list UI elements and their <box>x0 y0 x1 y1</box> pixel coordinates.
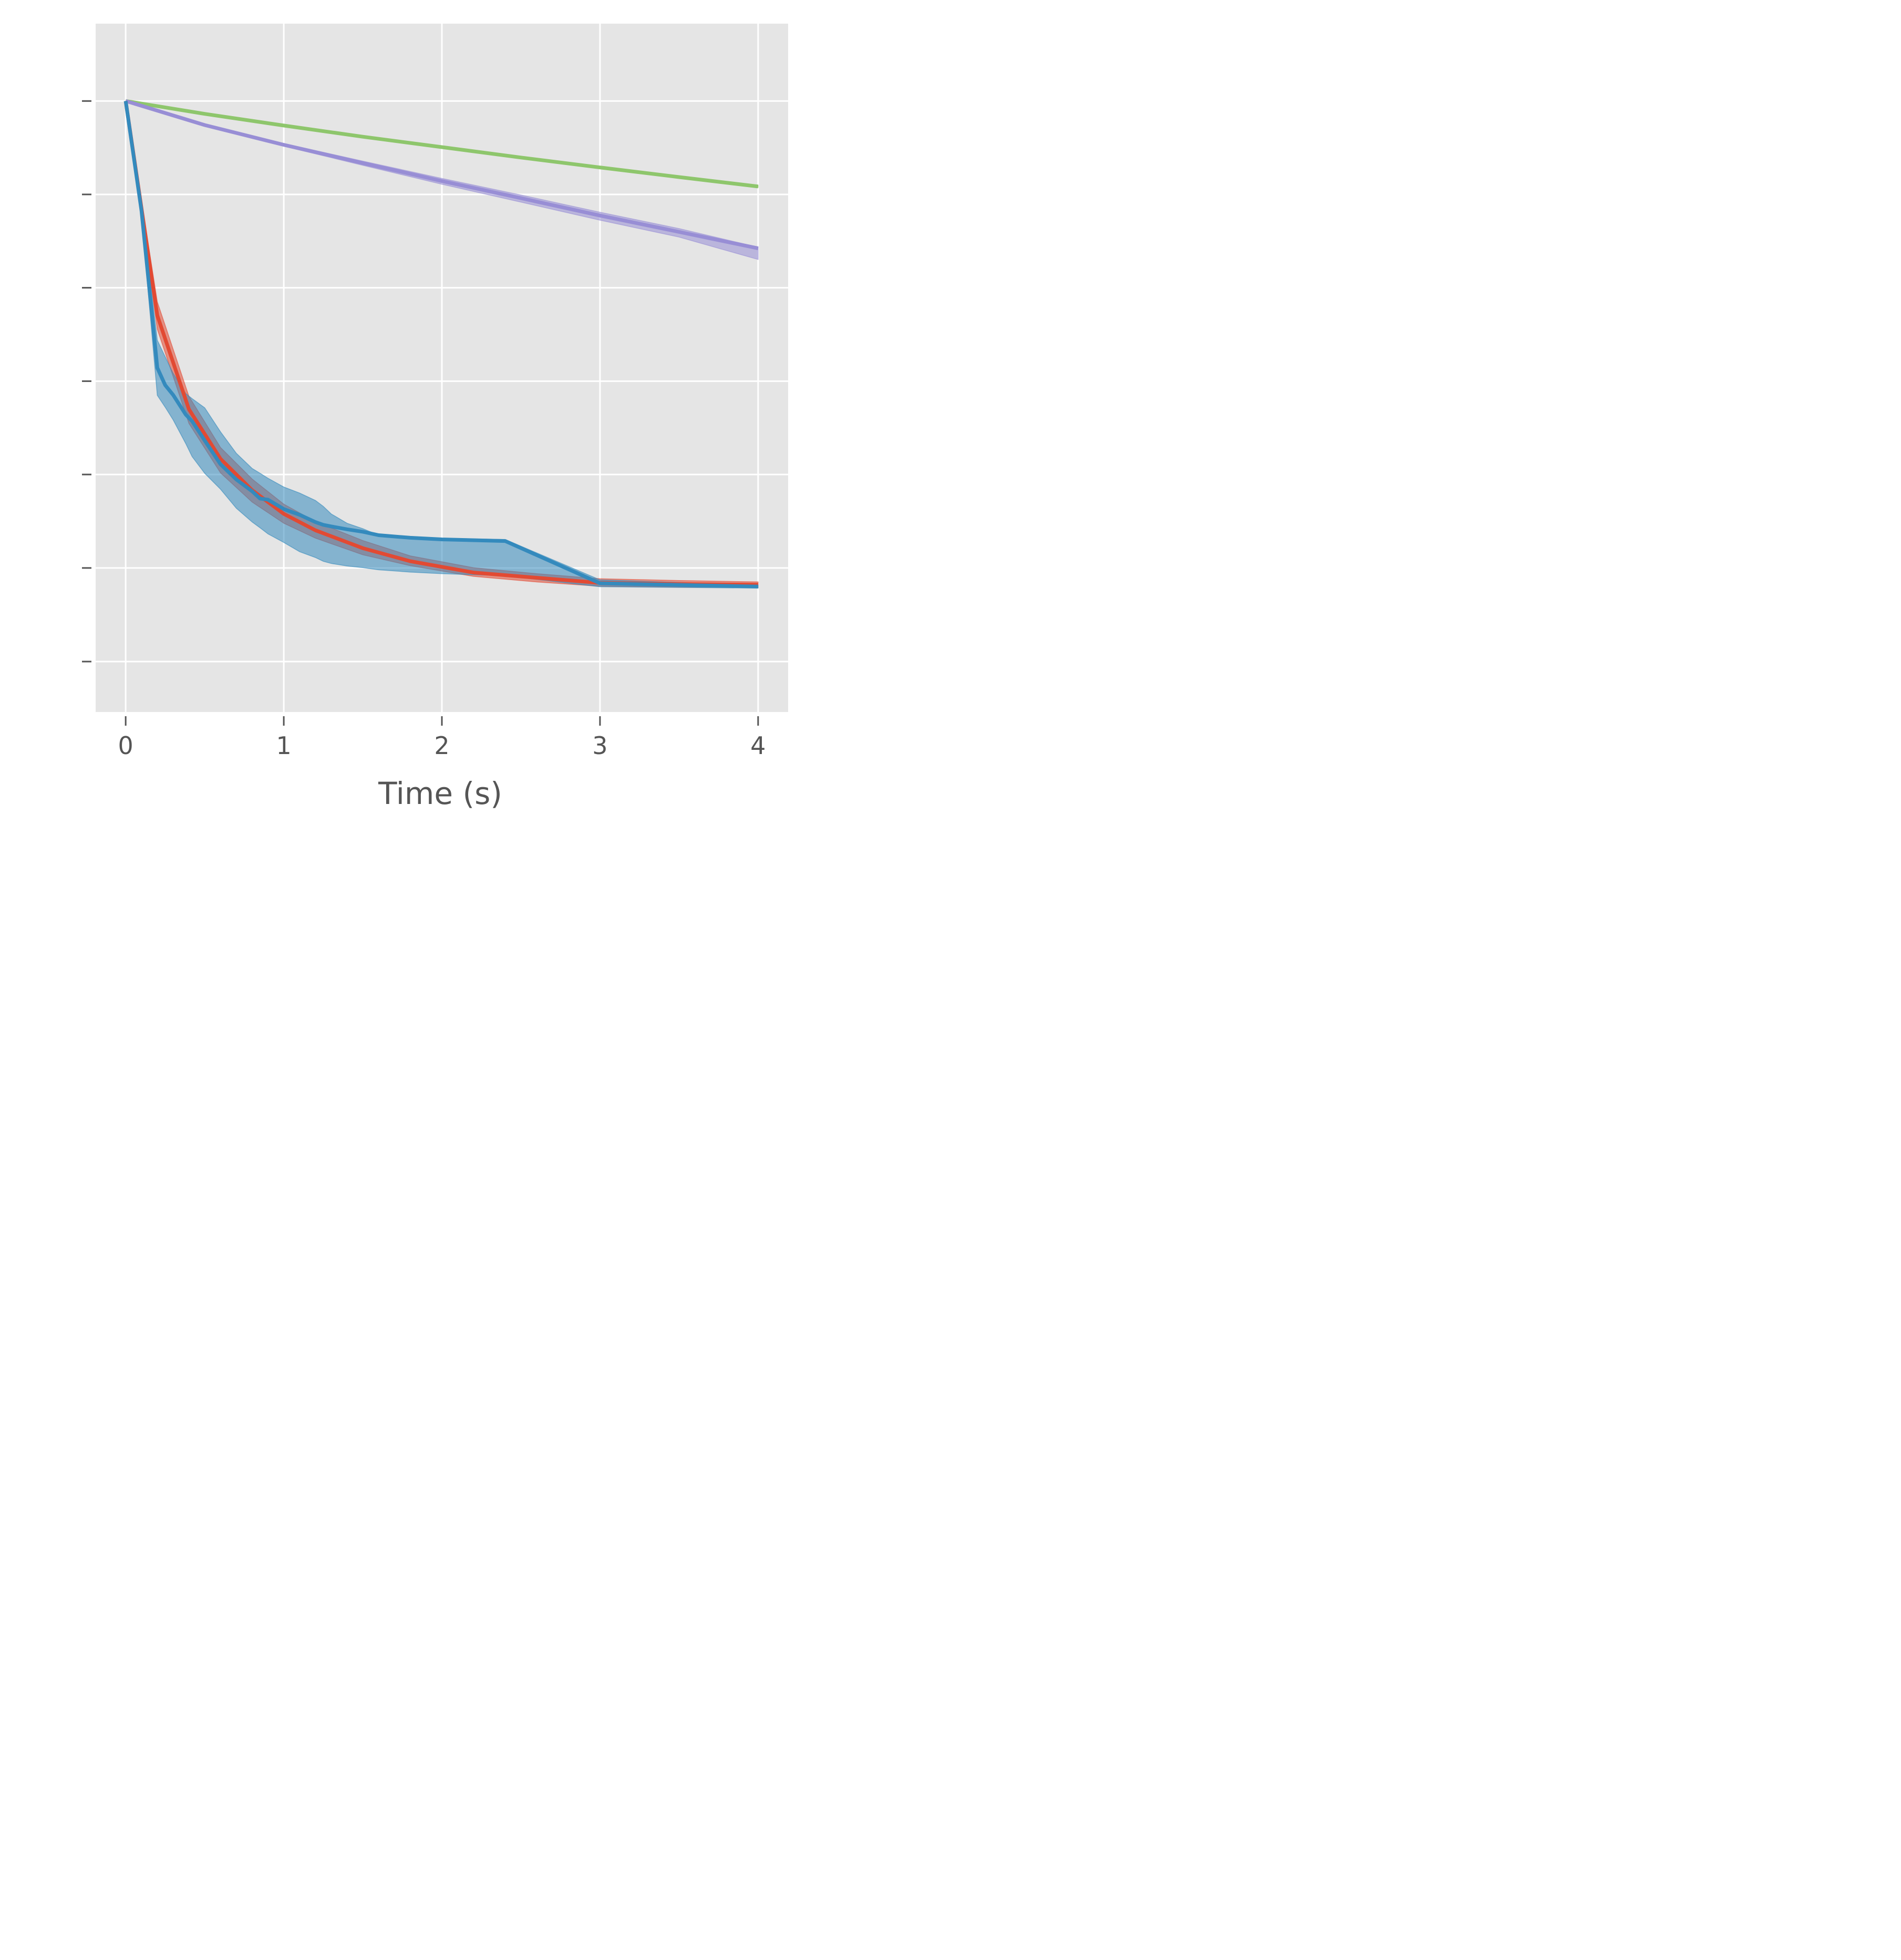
x-tick-label: 1 <box>276 731 291 760</box>
x-axis-label: Time (s) <box>378 776 502 811</box>
series-1-line <box>125 99 759 189</box>
x-tick-label: 4 <box>750 731 766 760</box>
x-tick-label: 2 <box>434 731 449 760</box>
chart: 0 1 2 3 4 Time (s) <box>82 24 788 811</box>
series-2-line <box>125 99 759 251</box>
series-4-line <box>123 100 758 589</box>
axis-ticks: 0 1 2 3 4 <box>82 100 766 760</box>
x-tick-label: 3 <box>592 731 607 760</box>
series-lines <box>123 99 759 589</box>
series-3-line <box>123 100 758 587</box>
x-tick-label: 0 <box>118 731 133 760</box>
